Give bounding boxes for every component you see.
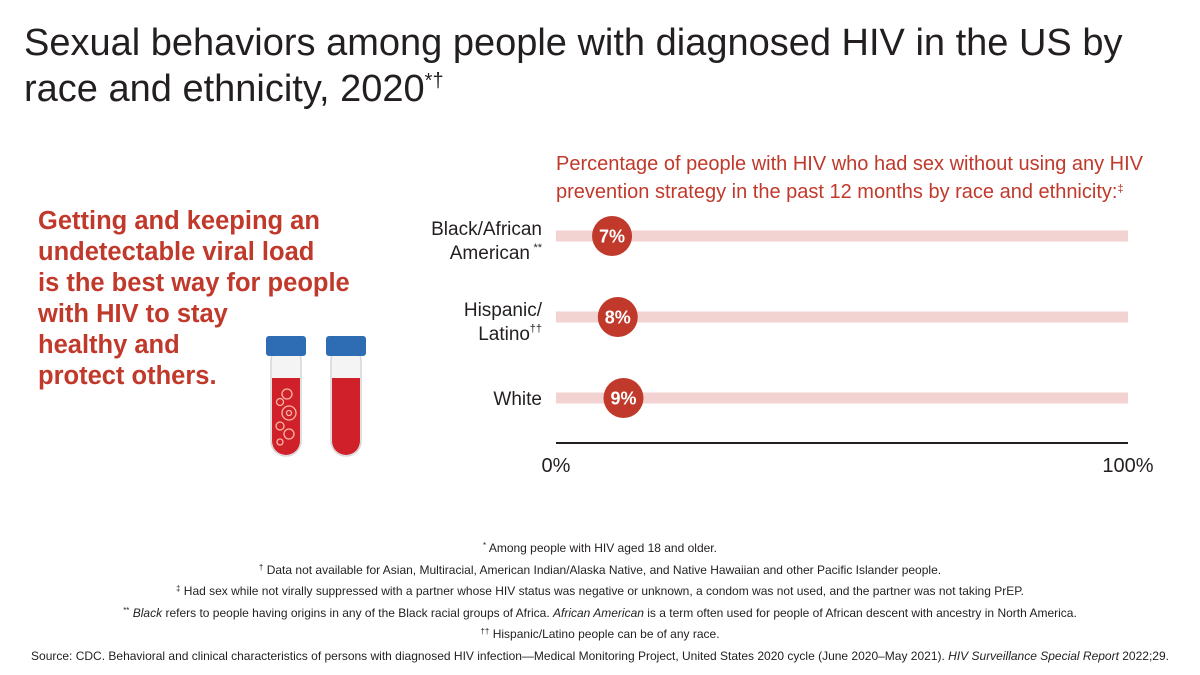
footnote-age: * Among people with HIV aged 18 and olde… [483,541,717,555]
category-label: White [493,389,542,410]
data-label: 9% [610,389,636,409]
bar-chart: Black/African American ** 7% Hispanic/Latino… [431,216,1154,477]
footnote-hispanic: †† Hispanic/Latino people can be of any … [480,627,720,641]
bar-track [556,230,1128,242]
footnote-black-definition: ** Black refers to people having origins… [123,605,1077,620]
data-point [592,216,633,256]
footnote-data-availability: † Data not available for Asian, Multirac… [258,562,942,577]
category-footnote-mark: †† [530,323,542,335]
key-message-line: healthy and [38,331,180,359]
title-footnote-marks: *† [424,70,444,92]
key-message-line: undetectable viral load [38,238,315,266]
key-message-line: with HIV to stay [38,300,228,328]
footnote-definition: ‡ Had sex while not virally suppressed w… [175,584,1025,598]
test-tube-with-blood-icon [326,336,366,457]
category-label: Black/African American [431,219,542,264]
x-tick-label: 0% [542,455,571,477]
blood-test-tubes-icon [266,336,366,457]
bar-track [556,392,1128,404]
data-label: 8% [605,308,631,328]
page-title: Sexual behaviors among people with diagn… [24,22,1123,110]
category-footnote-mark: ** [533,242,542,254]
data-point [603,378,644,418]
key-message: Getting and keeping an undetectable vira… [38,206,378,392]
key-message-line: Getting and keeping an [38,207,320,235]
key-message-line: is the best way for people [38,269,350,297]
data-label: 7% [599,227,625,247]
data-point [597,297,638,337]
chart-title: Percentage of people with HIV who had se… [556,153,1144,203]
bar-track [556,311,1128,323]
key-message-line: protect others. [38,362,217,390]
chart-title-footnote-mark: ‡ [1117,183,1124,195]
footnotes: * Among people with HIV aged 18 and olde… [0,538,1200,667]
source-citation: Source: CDC. Behavioral and clinical cha… [31,648,1169,663]
test-tube-with-virus-icon [266,336,306,457]
category-label: Hispanic/Latino [464,300,543,345]
x-tick-label: 100% [1102,455,1153,477]
